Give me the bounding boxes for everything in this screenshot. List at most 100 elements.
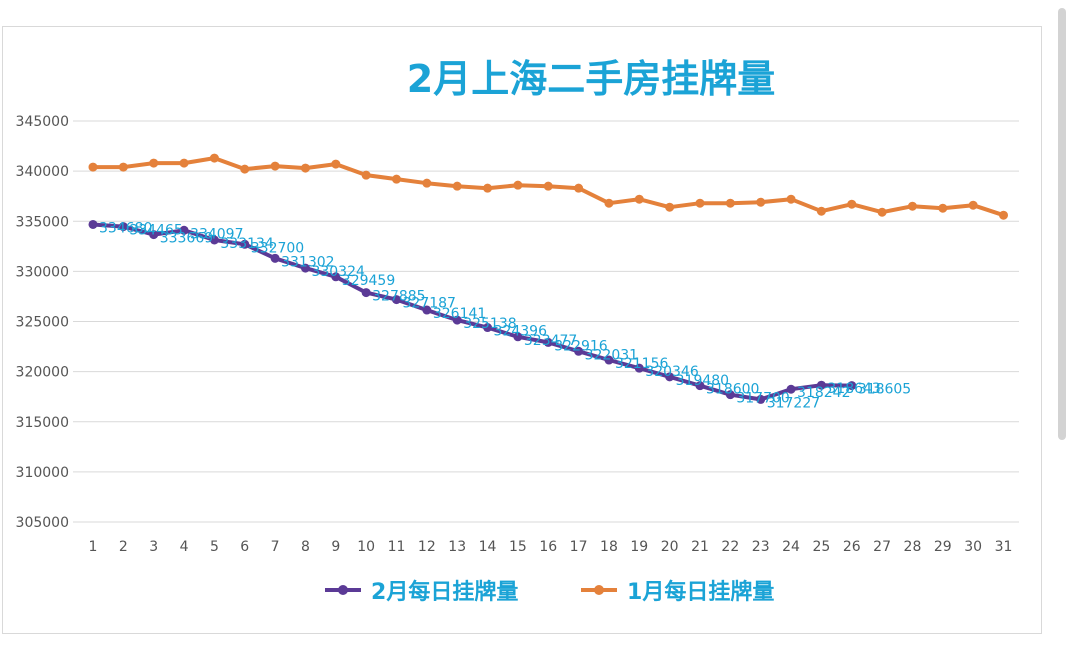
data-point-jan <box>88 162 98 172</box>
legend-label-jan: 1月每日挂牌量 <box>627 579 774 605</box>
x-tick-label: 9 <box>331 539 340 555</box>
legend-label-feb: 2月每日挂牌量 <box>371 579 518 605</box>
chart-title-text: 月上海二手房挂牌量 <box>433 57 775 101</box>
data-label-feb: 331302 <box>281 254 334 270</box>
data-point-jan <box>543 181 553 191</box>
data-point-jan <box>877 207 887 217</box>
data-label-feb: 323477 <box>524 333 577 349</box>
x-tick-label: 2 <box>119 539 128 555</box>
x-tick-label: 16 <box>539 539 557 555</box>
data-label-feb: 322031 <box>585 347 638 363</box>
scrollbar[interactable] <box>1058 8 1066 440</box>
data-point-jan <box>240 164 250 174</box>
data-point-feb <box>240 239 250 249</box>
data-point-feb <box>149 230 159 240</box>
data-point-feb <box>300 263 310 273</box>
series-line-feb <box>92 222 852 402</box>
x-tick-label: 14 <box>479 539 497 555</box>
data-point-jan <box>149 158 159 168</box>
data-point-jan <box>392 174 401 184</box>
x-tick-label: 4 <box>180 539 189 555</box>
data-point-feb <box>634 363 644 373</box>
data-point-jan <box>816 206 826 216</box>
data-point-jan <box>179 158 189 168</box>
data-point-jan <box>756 197 766 207</box>
x-axis: 1 2 3 4 5 6 7 8 9 10 11 12 13 14 15 16 17 18 19 20 21 22 23 24 2… <box>89 539 1013 555</box>
data-point-feb <box>695 381 705 391</box>
x-tick-label: 27 <box>873 539 891 555</box>
x-tick-label: 7 <box>271 539 280 555</box>
chart-card: 2月上海二手房挂牌量 305000 310000 315000 320000 32500… <box>2 26 1042 634</box>
data-point-jan <box>270 161 280 171</box>
data-point-jan <box>118 162 128 172</box>
x-tick-label: 8 <box>301 539 310 555</box>
legend-marker-jan <box>594 585 604 595</box>
x-tick-label: 26 <box>843 539 861 555</box>
data-point-jan <box>331 159 341 169</box>
x-tick-label: 29 <box>934 539 952 555</box>
data-label-feb: 333134 <box>220 236 274 252</box>
data-label-feb: 330324 <box>311 264 365 280</box>
x-tick-label: 19 <box>630 539 648 555</box>
x-tick-label: 12 <box>418 539 436 555</box>
data-label-feb: 317227 <box>767 395 820 411</box>
data-label-feb: 319480 <box>676 373 729 389</box>
data-point-feb <box>543 337 553 347</box>
y-tick-label: 330000 <box>16 264 69 280</box>
data-point-jan <box>361 170 371 180</box>
data-point-jan <box>938 203 948 213</box>
x-tick-label: 13 <box>448 539 466 555</box>
data-label-feb: 321156 <box>615 356 669 372</box>
chart-title: 2月上海二手房挂牌量 <box>407 57 775 101</box>
y-tick-label: 325000 <box>16 315 69 331</box>
y-axis: 305000 310000 315000 320000 325000 330000 3350… <box>16 114 69 531</box>
x-tick-label: 18 <box>600 539 618 555</box>
data-label-feb: 326141 <box>433 306 486 322</box>
data-labels: 3346803344653336693340973331343327003313… <box>99 220 911 411</box>
data-point-feb <box>786 384 796 394</box>
x-tick-label: 20 <box>661 539 679 555</box>
x-tick-label: 3 <box>149 539 158 555</box>
data-label-feb: 320346 <box>645 364 699 380</box>
x-tick-label: 23 <box>752 539 770 555</box>
data-point-feb <box>725 390 735 400</box>
data-point-jan <box>968 200 978 210</box>
legend: 2月每日挂牌量 1月每日挂牌量 <box>325 579 774 605</box>
data-point-jan <box>209 153 219 163</box>
y-tick-label: 305000 <box>16 515 69 531</box>
x-tick-label: 30 <box>964 539 982 555</box>
data-point-jan <box>604 198 614 208</box>
data-label-feb: 318643 <box>827 381 880 397</box>
data-label-feb: 322916 <box>554 338 608 354</box>
series-layer <box>88 153 1008 404</box>
legend-marker-feb <box>338 585 348 595</box>
data-point-feb <box>361 288 371 298</box>
data-point-jan <box>847 199 857 209</box>
data-label-feb: 329459 <box>342 273 395 289</box>
data-point-jan <box>907 201 917 211</box>
data-label-feb: 318600 <box>706 382 759 398</box>
data-point-feb <box>270 253 280 263</box>
data-point-feb <box>452 315 462 325</box>
data-point-feb <box>209 235 219 245</box>
line-chart: 2月上海二手房挂牌量 30500031000031500032000032500… <box>16 57 1019 605</box>
data-label-feb: 333669 <box>160 231 213 247</box>
y-tick-label: 315000 <box>16 415 69 431</box>
data-label-feb: 325138 <box>463 316 516 332</box>
data-point-feb <box>847 381 857 391</box>
chart-title-number: 2 <box>407 57 433 101</box>
data-point-jan <box>422 178 432 188</box>
data-point-jan <box>513 180 523 190</box>
legend-feb-text: 月每日挂牌量 <box>385 579 518 605</box>
legend-feb-number: 2 <box>371 580 386 605</box>
data-point-jan <box>725 198 735 208</box>
x-tick-label: 31 <box>995 539 1013 555</box>
x-tick-label: 15 <box>509 539 527 555</box>
x-tick-label: 24 <box>782 539 800 555</box>
x-tick-label: 5 <box>210 539 219 555</box>
data-point-feb <box>513 332 523 342</box>
data-point-feb <box>483 323 493 333</box>
x-tick-label: 17 <box>570 539 588 555</box>
data-point-feb <box>392 295 401 305</box>
data-point-jan <box>786 194 796 204</box>
